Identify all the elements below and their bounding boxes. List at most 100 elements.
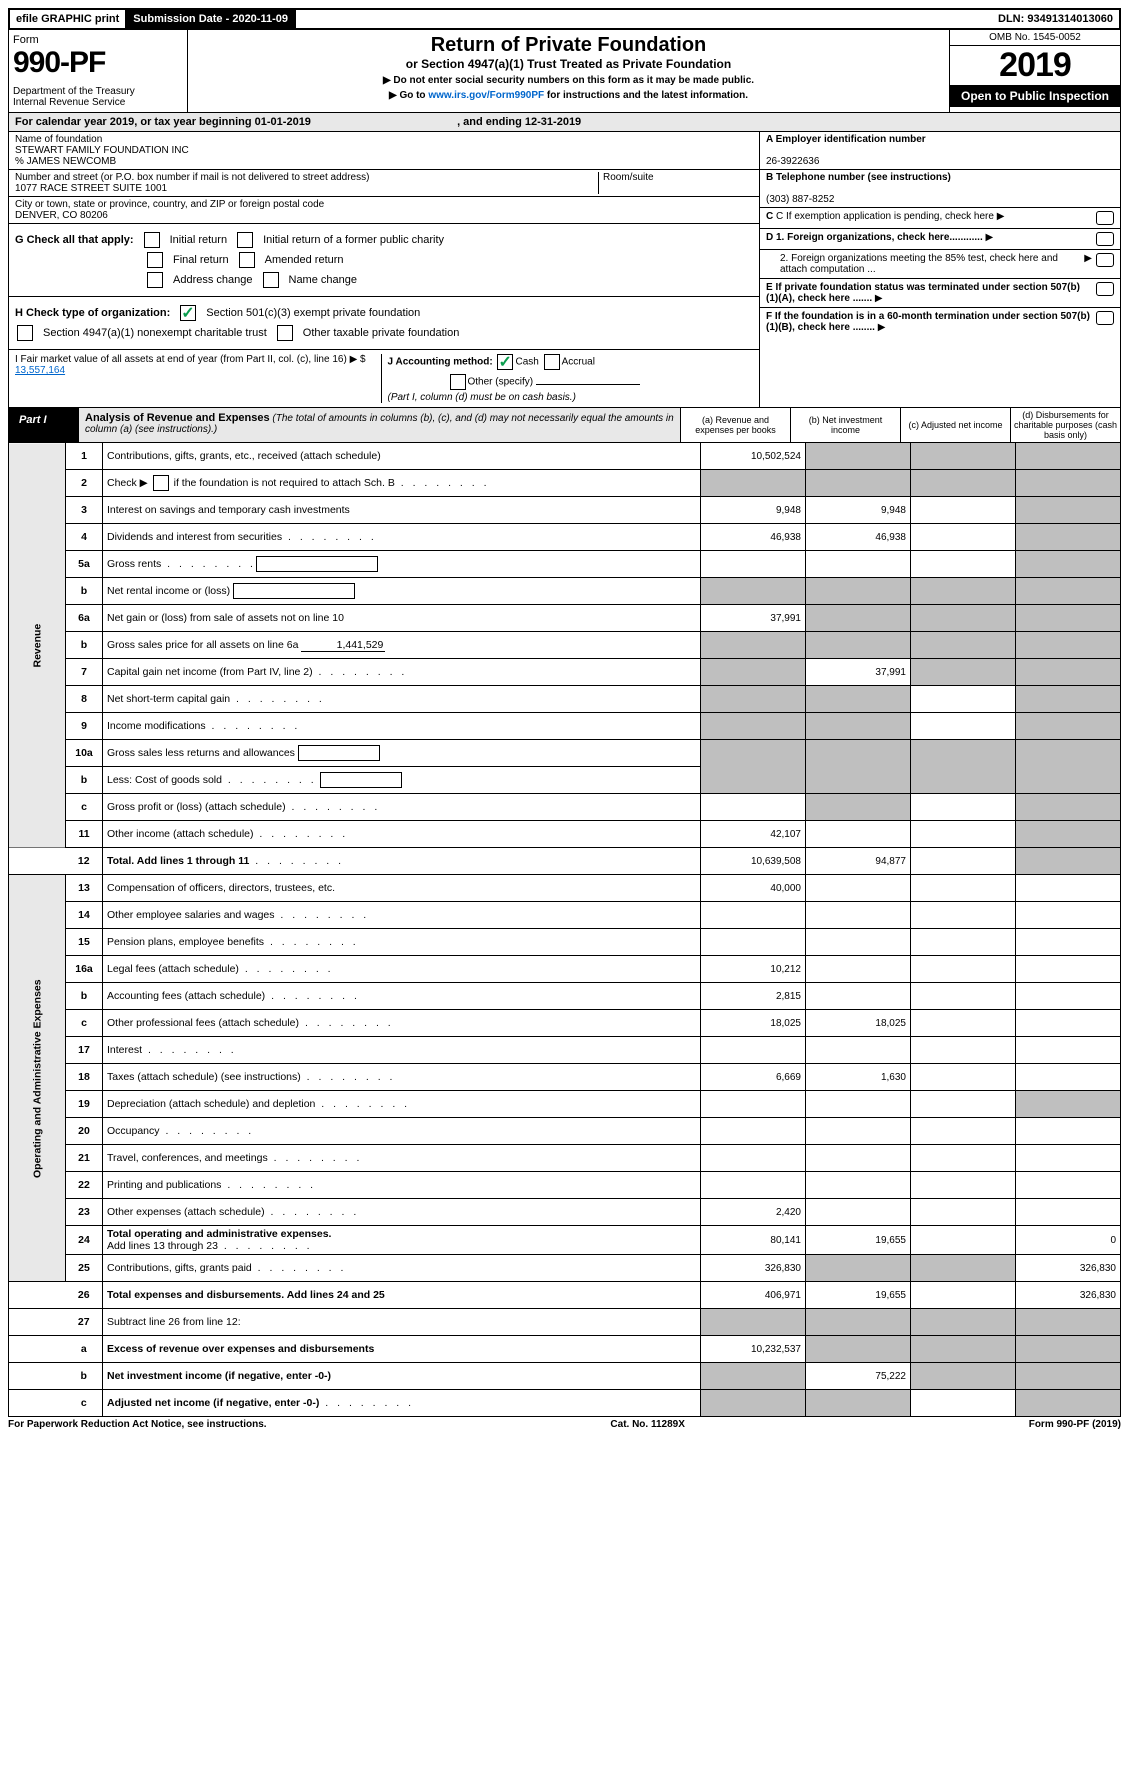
table-row: 3Interest on savings and temporary cash … [9,497,1121,524]
page-footer: For Paperwork Reduction Act Notice, see … [8,1419,1121,1430]
table-row: bAccounting fees (attach schedule)2,815 [9,983,1121,1010]
d1-checkbox[interactable] [1096,232,1114,246]
h-label: H Check type of organization: [15,307,170,319]
addr-change-checkbox[interactable] [147,272,163,288]
calendar-year-line: For calendar year 2019, or tax year begi… [8,113,1121,132]
table-row: 26Total expenses and disbursements. Add … [9,1282,1121,1309]
phone-cell: B Telephone number (see instructions) (3… [760,170,1120,208]
ein-cell: A Employer identification number 26-3922… [760,132,1120,170]
form-header: Form 990-PF Department of the Treasury I… [8,30,1121,113]
table-row: bNet investment income (if negative, ent… [9,1363,1121,1390]
city-cell: City or town, state or province, country… [9,197,759,224]
accrual-checkbox[interactable] [544,354,560,370]
table-row: 23Other expenses (attach schedule)2,420 [9,1199,1121,1226]
cash-checkbox[interactable] [497,354,513,370]
table-row: cGross profit or (loss) (attach schedule… [9,794,1121,821]
dln: DLN: 93491314013060 [296,10,1119,28]
table-row: 21Travel, conferences, and meetings [9,1145,1121,1172]
table-row: cOther professional fees (attach schedul… [9,1010,1121,1037]
table-row: bGross sales price for all assets on lin… [9,632,1121,659]
expenses-side-label: Operating and Administrative Expenses [9,875,66,1282]
table-row: 6aNet gain or (loss) from sale of assets… [9,605,1121,632]
omb-number: OMB No. 1545-0052 [950,30,1120,46]
part-1-desc: Analysis of Revenue and Expenses (The to… [79,408,680,442]
year-box: OMB No. 1545-0052 2019 Open to Public In… [949,30,1120,112]
table-row: 27Subtract line 26 from line 12: [9,1309,1121,1336]
efile-label: efile GRAPHIC print [10,10,127,28]
c-checkbox[interactable] [1096,211,1114,225]
form-ref: Form 990-PF (2019) [1029,1419,1121,1430]
instruction-1: ▶ Do not enter social security numbers o… [196,75,941,86]
top-bar: efile GRAPHIC print Submission Date - 20… [8,8,1121,30]
table-row: 16aLegal fees (attach schedule)10,212 [9,956,1121,983]
table-row: 14Other employee salaries and wages [9,902,1121,929]
form-number-box: Form 990-PF Department of the Treasury I… [9,30,188,112]
tax-year: 2019 [950,46,1120,85]
col-c-head: (c) Adjusted net income [900,408,1010,442]
check-section-g: G Check all that apply: Initial return I… [9,224,759,297]
title-box: Return of Private Foundation or Section … [188,30,949,112]
section-c: C C If exemption application is pending,… [760,208,1120,229]
table-row: Revenue 1Contributions, gifts, grants, e… [9,443,1121,470]
table-row: Operating and Administrative Expenses 13… [9,875,1121,902]
table-row: 24Total operating and administrative exp… [9,1226,1121,1255]
table-row: 18Taxes (attach schedule) (see instructi… [9,1064,1121,1091]
subtitle: or Section 4947(a)(1) Trust Treated as P… [196,57,941,71]
e-checkbox[interactable] [1096,282,1114,296]
table-row: 12Total. Add lines 1 through 1110,639,50… [9,848,1121,875]
table-row: 22Printing and publications [9,1172,1121,1199]
4947-checkbox[interactable] [17,325,33,341]
initial-former-checkbox[interactable] [237,232,253,248]
amended-return-checkbox[interactable] [239,252,255,268]
check-section-h: H Check type of organization: Section 50… [9,297,759,350]
f-checkbox[interactable] [1096,311,1114,325]
501c3-checkbox[interactable] [180,305,196,321]
other-method-checkbox[interactable] [450,374,466,390]
table-row: 5aGross rents [9,551,1121,578]
table-row: 10aGross sales less returns and allowanc… [9,740,1121,767]
col-a-head: (a) Revenue and expenses per books [680,408,790,442]
fmv-amount[interactable]: 13,557,164 [15,365,65,376]
section-e: E If private foundation status was termi… [760,279,1120,308]
other-taxable-checkbox[interactable] [277,325,293,341]
room-suite: Room/suite [598,172,753,194]
final-return-checkbox[interactable] [147,252,163,268]
dept-label: Department of the Treasury Internal Reve… [13,86,183,108]
initial-return-checkbox[interactable] [144,232,160,248]
section-j: J Accounting method: Cash Accrual Other … [381,354,754,403]
g-label: G Check all that apply: [15,234,134,246]
col-b-head: (b) Net investment income [790,408,900,442]
part-1-header: Part I Analysis of Revenue and Expenses … [8,408,1121,443]
d2-checkbox[interactable] [1096,253,1114,267]
revenue-expense-table: Revenue 1Contributions, gifts, grants, e… [8,443,1121,1417]
table-row: 25Contributions, gifts, grants paid326,8… [9,1255,1121,1282]
section-i: I Fair market value of all assets at end… [15,354,381,403]
instruction-2: ▶ Go to www.irs.gov/Form990PF for instru… [196,90,941,101]
sch-b-checkbox[interactable] [153,475,169,491]
main-title: Return of Private Foundation [196,34,941,57]
paperwork-notice: For Paperwork Reduction Act Notice, see … [8,1419,267,1430]
table-row: 17Interest [9,1037,1121,1064]
section-d2: 2. Foreign organizations meeting the 85%… [760,250,1120,279]
address-cell: Number and street (or P.O. box number if… [9,170,759,197]
submission-date: Submission Date - 2020-11-09 [127,10,296,28]
form-link[interactable]: www.irs.gov/Form990PF [428,90,544,101]
table-row: 8Net short-term capital gain [9,686,1121,713]
table-row: cAdjusted net income (if negative, enter… [9,1390,1121,1417]
foundation-name-cell: Name of foundation STEWART FAMILY FOUNDA… [9,132,759,170]
entity-info: Name of foundation STEWART FAMILY FOUNDA… [8,132,1121,408]
form-label: Form [13,34,183,46]
table-row: aExcess of revenue over expenses and dis… [9,1336,1121,1363]
table-row: 11Other income (attach schedule)42,107 [9,821,1121,848]
part-1-label: Part I [9,408,79,442]
table-row: 20Occupancy [9,1118,1121,1145]
form-number: 990-PF [13,46,183,80]
section-f: F If the foundation is in a 60-month ter… [760,308,1120,336]
name-change-checkbox[interactable] [263,272,279,288]
section-d1: D 1. Foreign organizations, check here..… [760,229,1120,250]
table-row: 15Pension plans, employee benefits [9,929,1121,956]
open-public-label: Open to Public Inspection [950,85,1120,107]
table-row: bNet rental income or (loss) [9,578,1121,605]
table-row: 19Depreciation (attach schedule) and dep… [9,1091,1121,1118]
col-d-head: (d) Disbursements for charitable purpose… [1010,408,1120,442]
